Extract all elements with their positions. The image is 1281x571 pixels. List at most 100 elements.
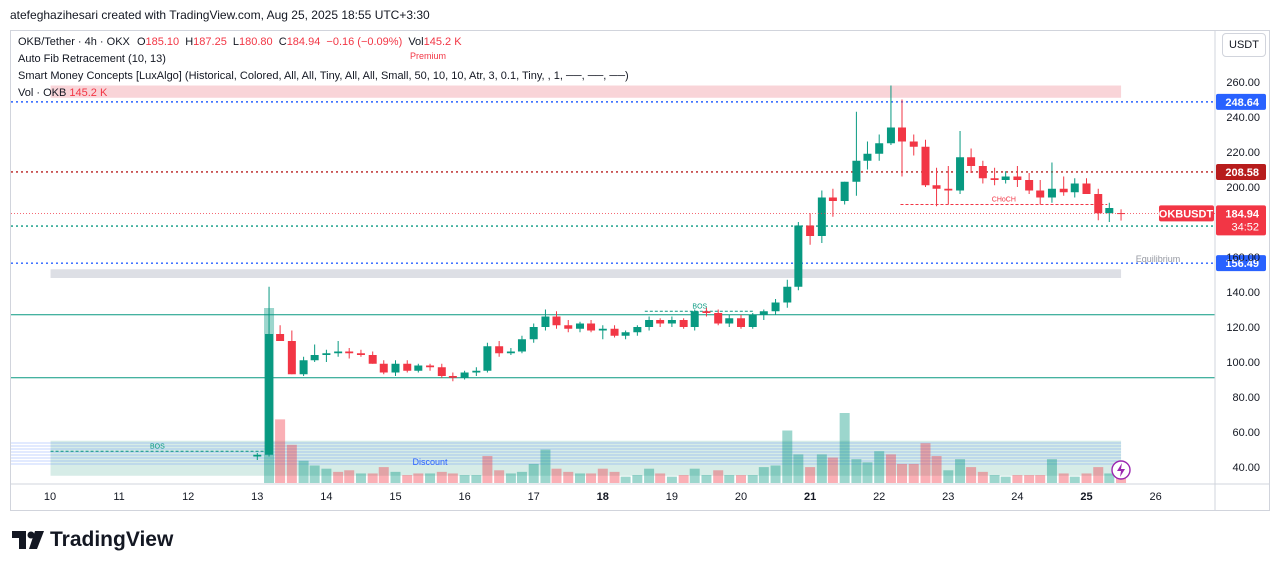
volume-bar: [459, 475, 470, 483]
tradingview-logo[interactable]: TradingView: [12, 528, 173, 552]
candle-body: [725, 318, 734, 324]
candle-body: [1047, 188, 1056, 198]
candle-body: [276, 334, 285, 341]
legend-vol-ind-label: Vol · OKB: [18, 87, 67, 99]
volume-bar: [482, 455, 493, 483]
volume-bar: [321, 468, 332, 483]
candle-body: [783, 286, 792, 303]
volume-bar: [931, 455, 942, 483]
x-tick-label: 15: [389, 491, 401, 503]
candle-body: [322, 353, 331, 355]
candle-body: [932, 185, 941, 189]
volume-bar: [471, 475, 482, 483]
candle-body: [310, 355, 319, 361]
volume-bar: [666, 476, 677, 483]
volume-bar: [897, 463, 908, 483]
candle-body: [426, 365, 435, 368]
volume-bar: [390, 471, 401, 483]
y-tick-label: 80.00: [1232, 392, 1260, 404]
candle-body: [1013, 176, 1022, 180]
x-tick-label: 10: [44, 491, 56, 503]
volume-bar: [805, 467, 816, 483]
fib-level-156-49-label: 156.49: [1225, 258, 1259, 270]
candle-body: [828, 197, 837, 201]
y-tick-label: 160.00: [1226, 252, 1260, 264]
candle-body: [656, 320, 665, 324]
volume-bar: [758, 467, 769, 483]
volume-bar: [1081, 473, 1092, 483]
candle-body: [265, 334, 274, 455]
legend-fib[interactable]: Auto Fib Retracement (10, 13): [18, 53, 166, 65]
bos-early-label: BOS: [150, 443, 165, 450]
tradingview-logo-icon: [12, 531, 44, 549]
candle-body: [621, 332, 630, 336]
legend-high: 187.25: [193, 36, 227, 48]
volume-bar: [736, 475, 746, 483]
candle-body: [506, 351, 515, 354]
volume-bar: [309, 465, 320, 483]
fib-level-208-58-label: 208.58: [1225, 167, 1259, 179]
discount-label: Discount: [412, 457, 448, 467]
candle-body: [587, 323, 596, 331]
brand-name: TradingView: [50, 528, 174, 551]
legend-open-label: O: [136, 36, 146, 48]
x-tick-label: 23: [942, 491, 954, 503]
legend-smc[interactable]: Smart Money Concepts [LuxAlgo] (Historic…: [18, 70, 629, 82]
volume-bar: [1035, 475, 1046, 483]
candle-body: [575, 323, 584, 329]
volume-bar: [1000, 476, 1011, 483]
legend-vol-label: Vol: [408, 36, 424, 48]
x-tick-label: 13: [251, 491, 263, 503]
x-tick-label: 19: [666, 491, 678, 503]
legend-volume-indicator[interactable]: Vol · OKB 145.2 K: [18, 87, 107, 99]
legend-low: 180.80: [239, 36, 273, 48]
candle-body: [702, 311, 711, 313]
y-tick-label: 120.00: [1226, 322, 1260, 334]
volume-bar: [436, 471, 447, 483]
volume-bar: [425, 473, 436, 483]
legend-open: 185.10: [145, 36, 180, 48]
currency-button[interactable]: USDT: [1222, 33, 1266, 57]
fib-level-248-64-label: 248.64: [1225, 97, 1260, 109]
candle-body: [368, 355, 377, 364]
legend-symbol[interactable]: OKB/Tether · 4h · OKX: [18, 36, 130, 48]
x-tick-label: 16: [458, 491, 470, 503]
y-tick-label: 200.00: [1226, 182, 1260, 194]
y-tick-label: 260.00: [1226, 77, 1260, 89]
legend-ohlc: OKB/Tether · 4h · OKX O185.10 H187.25 L1…: [18, 36, 462, 48]
y-tick-label: 100.00: [1226, 357, 1260, 369]
candle-body: [956, 157, 965, 191]
volume-bar: [966, 467, 977, 483]
volume-bar: [563, 471, 574, 483]
volume-bar: [597, 468, 608, 483]
bos-mid-label: BOS: [692, 303, 707, 310]
candle-body: [345, 351, 354, 354]
candle-body: [633, 327, 642, 333]
volume-bar: [540, 449, 551, 483]
volume-bar: [1024, 475, 1035, 483]
volume-bar: [551, 468, 562, 483]
candle-body: [909, 141, 918, 147]
legend-close-label: C: [278, 36, 287, 48]
lightning-icon-bolt: [1117, 463, 1125, 477]
candle-body: [737, 318, 745, 327]
price-value-bg: [1216, 205, 1266, 236]
volume-bar: [989, 475, 1000, 483]
candle-body: [414, 365, 423, 371]
candle-body: [529, 327, 538, 340]
volume-bar: [816, 454, 827, 483]
volume-bar: [908, 463, 919, 483]
volume-bar: [609, 471, 620, 483]
candle-body: [483, 346, 492, 371]
candle-body: [299, 360, 308, 375]
equilibrium-zone: [50, 269, 1122, 278]
candle-body: [598, 328, 607, 331]
candle-body: [714, 313, 723, 324]
y-tick-label: 240.00: [1226, 112, 1260, 124]
volume-bar: [782, 430, 793, 483]
x-tick-label: 11: [113, 491, 124, 503]
candle-body: [978, 166, 987, 179]
candle-body: [472, 370, 481, 373]
volume-bar: [333, 471, 344, 483]
